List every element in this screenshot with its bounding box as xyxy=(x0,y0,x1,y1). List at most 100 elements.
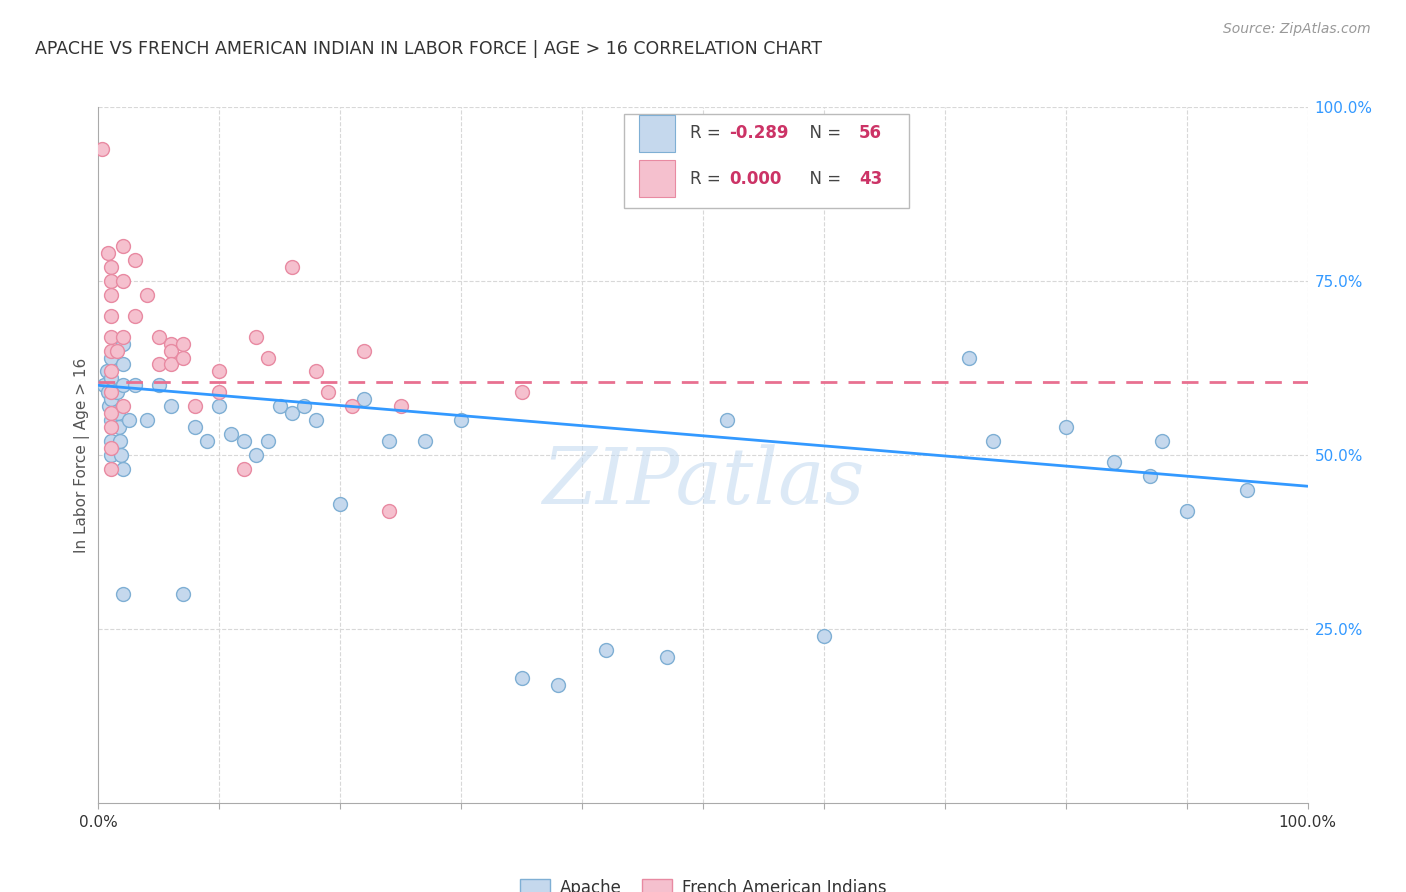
Text: 56: 56 xyxy=(859,125,882,143)
Point xyxy=(281,260,304,274)
Point xyxy=(100,420,122,434)
Point xyxy=(413,434,436,448)
Point xyxy=(105,385,128,400)
Point xyxy=(111,587,134,601)
Point xyxy=(256,351,278,365)
Point xyxy=(245,448,267,462)
Point xyxy=(91,142,114,156)
Point xyxy=(353,392,375,407)
Point xyxy=(100,288,122,302)
Point xyxy=(160,399,183,413)
Point xyxy=(111,378,134,392)
Point xyxy=(160,358,183,372)
Point xyxy=(305,413,328,427)
Point xyxy=(208,399,231,413)
Point xyxy=(100,329,122,343)
Point xyxy=(1102,455,1125,469)
Point xyxy=(111,336,134,351)
Point xyxy=(450,413,472,427)
Point xyxy=(342,399,364,413)
Point xyxy=(957,351,980,365)
Point xyxy=(105,343,128,358)
Point xyxy=(1236,483,1258,497)
Point xyxy=(716,413,738,427)
Text: R =: R = xyxy=(690,169,725,187)
FancyBboxPatch shape xyxy=(638,161,675,196)
Point xyxy=(195,434,218,448)
Point xyxy=(1054,420,1077,434)
Point xyxy=(108,434,131,448)
Point xyxy=(118,413,141,427)
Point xyxy=(281,406,304,420)
Point xyxy=(813,629,835,643)
Text: N =: N = xyxy=(799,169,846,187)
Point xyxy=(100,260,122,274)
Text: -0.289: -0.289 xyxy=(730,125,789,143)
Point xyxy=(160,336,183,351)
Point xyxy=(124,253,146,268)
Point xyxy=(100,309,122,323)
Point xyxy=(510,671,533,685)
Point xyxy=(100,274,122,288)
Point xyxy=(124,378,146,392)
Point xyxy=(124,309,146,323)
Y-axis label: In Labor Force | Age > 16: In Labor Force | Age > 16 xyxy=(75,358,90,552)
Point xyxy=(981,434,1004,448)
Point xyxy=(135,288,157,302)
Point xyxy=(245,329,267,343)
Point xyxy=(100,364,122,378)
Point xyxy=(100,351,122,365)
Point xyxy=(353,343,375,358)
Point xyxy=(110,448,132,462)
Point xyxy=(111,462,134,476)
Point xyxy=(292,399,315,413)
Point xyxy=(184,420,207,434)
Point xyxy=(510,385,533,400)
Point xyxy=(221,427,243,442)
Text: APACHE VS FRENCH AMERICAN INDIAN IN LABOR FORCE | AGE > 16 CORRELATION CHART: APACHE VS FRENCH AMERICAN INDIAN IN LABO… xyxy=(35,40,823,58)
Point xyxy=(100,434,122,448)
Point xyxy=(93,378,115,392)
Point xyxy=(111,274,134,288)
Point xyxy=(256,434,278,448)
Text: Source: ZipAtlas.com: Source: ZipAtlas.com xyxy=(1223,22,1371,37)
Point xyxy=(96,364,118,378)
Text: N =: N = xyxy=(799,125,846,143)
Point xyxy=(100,441,122,455)
Legend: Apache, French American Indians: Apache, French American Indians xyxy=(512,871,894,892)
Point xyxy=(111,358,134,372)
Point xyxy=(100,371,122,385)
Point xyxy=(329,497,352,511)
Point xyxy=(172,336,194,351)
Point xyxy=(97,246,120,260)
Point xyxy=(232,434,254,448)
Point xyxy=(98,399,121,413)
FancyBboxPatch shape xyxy=(638,115,675,152)
Point xyxy=(316,385,339,400)
Point xyxy=(148,329,170,343)
Point xyxy=(655,649,678,664)
Point xyxy=(208,364,231,378)
Point xyxy=(100,448,122,462)
Point xyxy=(111,399,134,413)
Point xyxy=(184,399,207,413)
Point xyxy=(97,385,120,400)
Point xyxy=(111,329,134,343)
Point xyxy=(160,343,183,358)
Point xyxy=(389,399,412,413)
Text: ZIPatlas: ZIPatlas xyxy=(541,444,865,521)
FancyBboxPatch shape xyxy=(624,114,908,208)
Point xyxy=(100,385,122,400)
Point xyxy=(208,385,231,400)
Point xyxy=(305,364,328,378)
Point xyxy=(595,642,617,657)
Text: 0.000: 0.000 xyxy=(730,169,782,187)
Point xyxy=(547,677,569,691)
Point xyxy=(377,503,399,517)
Point xyxy=(100,462,122,476)
Point xyxy=(148,378,170,392)
Text: 43: 43 xyxy=(859,169,882,187)
Point xyxy=(107,406,129,420)
Point xyxy=(100,413,122,427)
Point xyxy=(269,399,291,413)
